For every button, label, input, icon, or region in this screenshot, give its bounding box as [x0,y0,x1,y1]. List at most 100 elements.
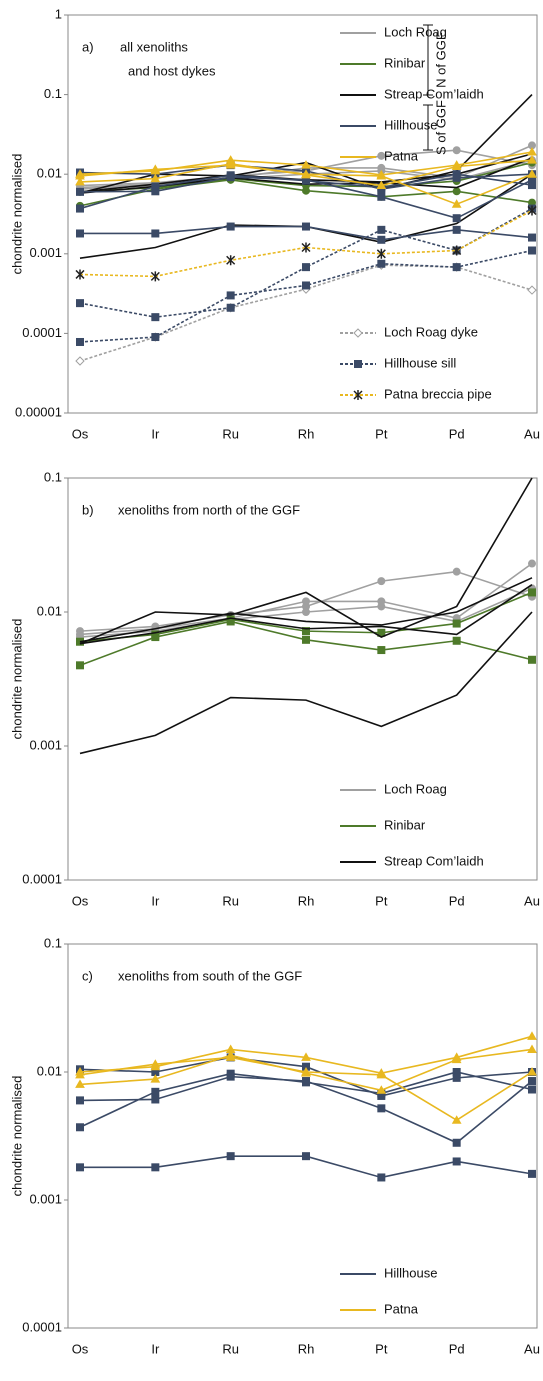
x-tick-label: Pd [449,426,465,441]
y-tick-label: 0.1 [44,935,62,950]
x-tick-label: Ru [222,1341,239,1356]
marker [452,619,461,628]
legend-label: Patna [384,148,419,163]
y-tick-label: 0.001 [29,245,62,260]
marker [151,229,160,238]
marker [75,176,85,186]
marker [527,1031,537,1040]
marker [301,1068,311,1077]
marker [452,214,461,223]
x-tick-label: Pt [375,1341,388,1356]
marker [301,160,311,169]
marker [226,291,235,300]
marker [150,173,161,183]
x-tick-label: Os [72,1341,89,1356]
marker [302,263,310,272]
marker [76,1096,84,1105]
marker [376,1085,387,1094]
series-line [79,577,533,643]
marker [75,1079,85,1088]
y-tick-label: 0.01 [37,166,62,181]
marker [527,1044,537,1053]
x-tick-label: Os [72,426,89,441]
marker [226,303,235,312]
x-tick-label: Ir [151,893,160,908]
plot-frame [67,943,538,1329]
marker [76,1123,84,1132]
x-tick-label: Os [72,893,89,908]
legend-label: Hillhouse [384,1265,437,1280]
marker [528,1085,536,1094]
marker [377,151,386,160]
y-tick-label: 0.001 [29,1191,62,1206]
marker [302,635,310,644]
marker [377,1104,386,1113]
panel-title: all xenoliths [120,39,188,54]
panel: 0.0001 0.001 0.01 0.1 Os Ir Ru Rh Pt Pd Au chondrit… [9,935,540,1356]
marker [377,259,386,268]
marker [527,147,537,156]
marker [76,337,84,346]
x-tick-label: Pd [449,893,465,908]
series-line [79,264,533,362]
y-tick-label: 0.01 [37,1063,62,1078]
marker [528,588,536,597]
x-tick-label: Pt [375,893,388,908]
panel-label: c) [82,968,93,983]
marker [226,1152,235,1161]
marker [451,1054,462,1064]
series-line [79,1075,533,1144]
panel-title: xenoliths from south of the GGF [118,968,302,983]
y-tick-label: 0.0001 [22,1319,62,1334]
marker [226,171,235,180]
marker [377,1173,386,1182]
marker [76,204,84,213]
marker [452,1073,461,1082]
panel: 0.00001 0.0001 0.001 0.01 0.1 1 Os Ir Ru Rh Pt Pd Au… [9,6,540,441]
x-tick-label: Rh [298,426,315,441]
marker [151,313,160,322]
marker [452,1157,461,1166]
marker [527,1066,537,1076]
x-tick-label: Ru [222,893,239,908]
panel-title: xenoliths from north of the GGF [118,502,300,517]
y-tick-label: 0.00001 [15,404,62,419]
marker [528,233,536,242]
marker [301,242,311,253]
series-line [79,583,533,645]
y-tick-label: 0.0001 [22,871,62,886]
y-tick-label: 0.0001 [22,325,62,340]
marker [302,627,310,636]
marker [76,187,84,196]
marker [451,1115,462,1124]
marker [151,1095,160,1104]
marker [452,173,461,182]
marker [528,655,536,664]
y-tick-label: 0.1 [44,469,62,484]
y-tick-label: 1 [55,6,62,21]
marker [75,1069,85,1079]
marker [527,155,537,164]
marker [528,1169,536,1178]
marker [76,299,84,308]
x-tick-label: Au [524,426,540,441]
marker [452,1138,461,1147]
marker [75,356,85,366]
series-line [79,611,533,755]
x-tick-label: Rh [298,1341,315,1356]
marker [451,161,462,170]
x-tick-label: Ru [222,426,239,441]
marker [226,222,235,231]
marker [452,567,461,576]
x-tick-label: Pd [449,1341,465,1356]
marker [226,1069,235,1078]
marker [302,1152,310,1161]
marker [151,333,160,342]
plot-frame [67,14,538,414]
legend-label: Hillhouse [384,117,437,132]
legend-label: Patna breccia pipe [384,386,492,401]
marker [452,187,461,196]
marker [76,661,84,670]
marker [353,390,363,400]
legend-label: Loch Roag [384,24,447,39]
